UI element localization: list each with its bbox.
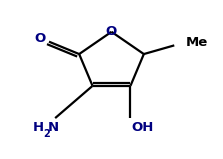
Text: N: N bbox=[48, 121, 59, 134]
Text: H: H bbox=[32, 121, 43, 134]
Text: O: O bbox=[35, 32, 46, 45]
Text: OH: OH bbox=[132, 121, 154, 134]
Text: O: O bbox=[106, 24, 117, 38]
Text: Me: Me bbox=[186, 36, 209, 49]
Text: 2: 2 bbox=[43, 129, 50, 138]
